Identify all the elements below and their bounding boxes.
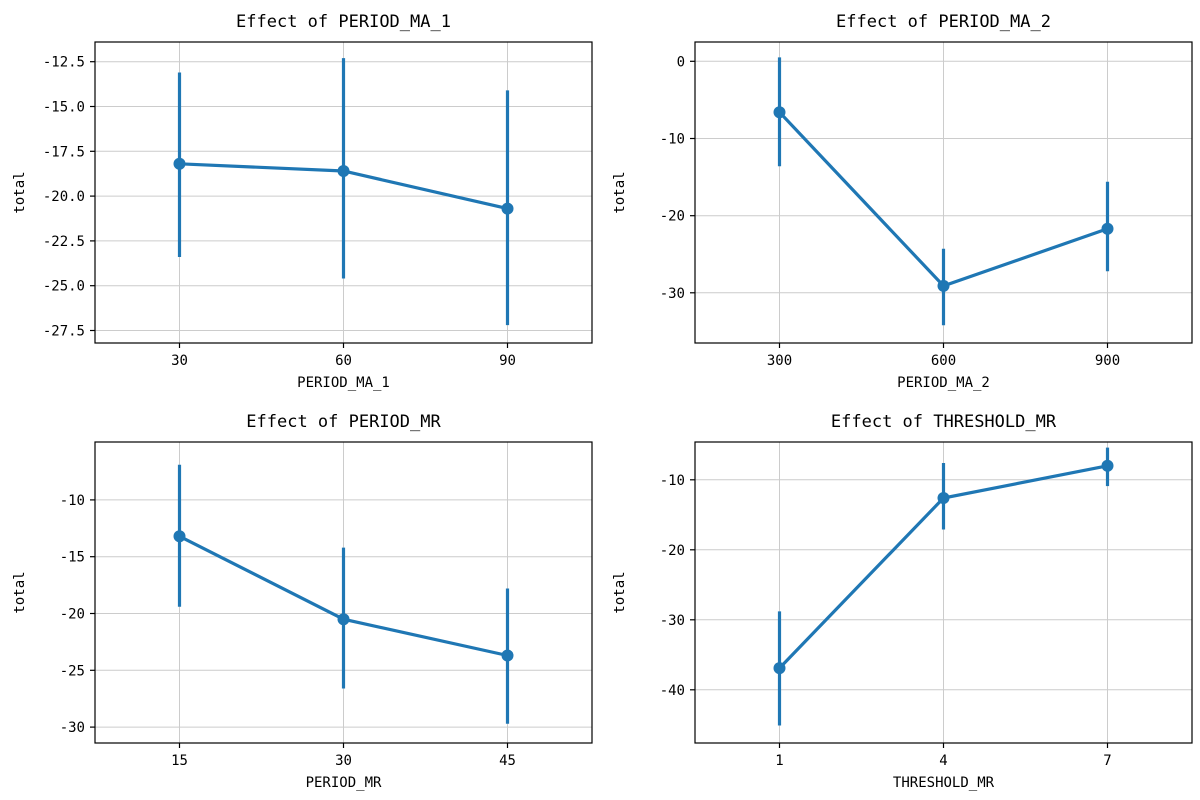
chart-svg: 15 30 45 -10 -15 -20 -25 -30 Effect of PERIOD_MR… — [12, 412, 593, 791]
y-tick-label: 0 — [677, 54, 685, 70]
chart-svg: 30 60 90 -12.5 -15.0 -17.5 -20.0 -22.5 -25.0 -27.… — [12, 12, 593, 391]
y-tick-label: -30 — [660, 613, 685, 629]
x-tick-label: 30 — [335, 753, 352, 769]
x-axis-label: PERIOD_MA_1 — [297, 375, 390, 391]
y-tick-label: -20.0 — [43, 189, 85, 205]
x-axis-label: PERIOD_MR — [306, 775, 382, 791]
subplot-effect-of-period-ma-2: 300 600 900 0 -10 -20 -30 Effect of PERIOD_MA_2… — [600, 0, 1200, 400]
data-point — [937, 279, 950, 292]
data-point — [173, 157, 186, 170]
y-tick-label: -15.0 — [43, 100, 85, 116]
y-tick-label: -30 — [60, 720, 85, 736]
x-tick-label: 15 — [171, 753, 188, 769]
x-tick-label: 4 — [939, 753, 947, 769]
data-point — [1101, 222, 1114, 235]
chart-title: Effect of PERIOD_MA_1 — [236, 12, 451, 32]
y-axis-label: total — [612, 171, 628, 213]
subplot-effect-of-period-mr: 15 30 45 -10 -15 -20 -25 -30 Effect of PERIOD_MR… — [0, 400, 600, 800]
data-point — [501, 649, 514, 662]
y-tick-label: -22.5 — [43, 234, 85, 250]
y-tick-label: -25 — [60, 663, 85, 679]
y-axis-label: total — [612, 571, 628, 613]
data-point — [937, 492, 950, 504]
data-point — [501, 202, 514, 215]
data-point — [337, 165, 350, 177]
x-tick-label: 45 — [499, 753, 516, 769]
y-axis-label: total — [12, 171, 28, 213]
y-tick-label: -40 — [660, 683, 685, 699]
data-point — [337, 613, 350, 626]
y-tick-label: -30 — [660, 286, 685, 302]
chart-title: Effect of PERIOD_MR — [246, 412, 441, 432]
data-point — [173, 530, 186, 543]
y-tick-label: -27.5 — [43, 324, 85, 340]
y-tick-label: -20 — [60, 607, 85, 623]
data-point — [773, 106, 786, 119]
x-tick-label: 7 — [1103, 753, 1111, 769]
y-tick-label: -17.5 — [43, 144, 85, 160]
x-axis-label: PERIOD_MA_2 — [897, 375, 990, 391]
subplot-effect-of-period-ma-1: 30 60 90 -12.5 -15.0 -17.5 -20.0 -22.5 -25.0 -27.… — [0, 0, 600, 400]
x-tick-label: 1 — [775, 753, 783, 769]
y-tick-label: -10 — [60, 493, 85, 509]
chart-svg: 1 4 7 -10 -20 -30 -40 Effect of THRESHOLD_MR THR… — [612, 412, 1193, 791]
x-axis-label: THRESHOLD_MR — [893, 775, 995, 791]
y-tick-label: -10 — [660, 132, 685, 148]
data-point — [773, 662, 786, 675]
y-tick-label: -15 — [60, 550, 85, 566]
chart-svg: 300 600 900 0 -10 -20 -30 Effect of PERIOD_MA_2… — [612, 12, 1193, 391]
y-tick-label: -10 — [660, 473, 685, 489]
chart-title: Effect of THRESHOLD_MR — [831, 412, 1057, 432]
y-tick-label: -20 — [660, 209, 685, 225]
y-tick-label: -20 — [660, 543, 685, 559]
chart-title: Effect of PERIOD_MA_2 — [836, 12, 1051, 32]
x-tick-label: 90 — [499, 353, 516, 369]
subplot-effect-of-threshold-mr: 1 4 7 -10 -20 -30 -40 Effect of THRESHOLD_MR THR… — [600, 400, 1200, 800]
x-tick-label: 900 — [1095, 353, 1120, 369]
y-tick-label: -25.0 — [43, 279, 85, 295]
data-point — [1101, 459, 1114, 472]
x-tick-label: 600 — [931, 353, 956, 369]
x-tick-label: 60 — [335, 353, 352, 369]
y-tick-label: -12.5 — [43, 55, 85, 71]
y-axis-label: total — [12, 571, 28, 613]
x-tick-label: 30 — [171, 353, 188, 369]
x-tick-label: 300 — [767, 353, 792, 369]
